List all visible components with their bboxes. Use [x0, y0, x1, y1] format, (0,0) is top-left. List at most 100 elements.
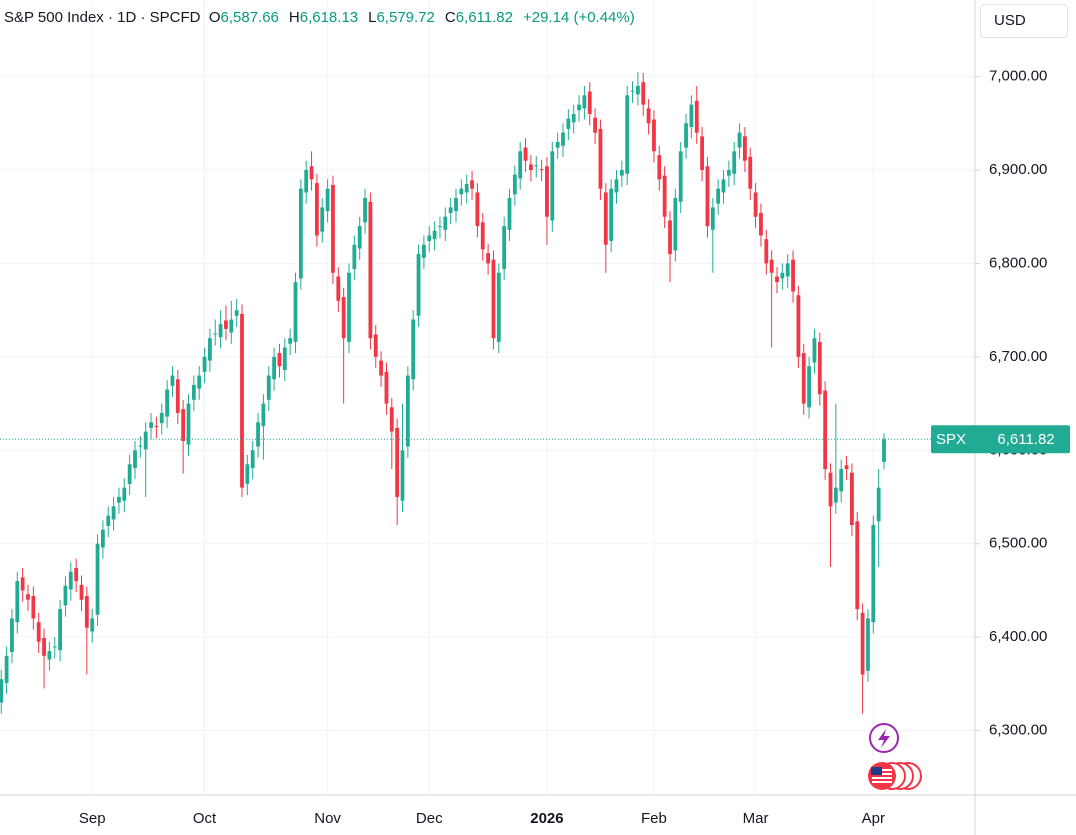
- candle-body: [593, 117, 597, 133]
- candle-body: [0, 679, 4, 703]
- candle-body: [213, 333, 218, 335]
- candle-body: [529, 164, 533, 171]
- candle-body: [726, 170, 731, 176]
- candle-body: [882, 439, 886, 462]
- candle-body: [79, 584, 84, 600]
- candle-body: [866, 618, 870, 671]
- candle-body: [298, 188, 303, 279]
- candle-body: [127, 464, 132, 484]
- candle-body: [876, 487, 881, 522]
- candle-body: [459, 188, 464, 195]
- candle-body: [555, 141, 560, 148]
- candle-body: [785, 263, 790, 277]
- candle-body: [625, 95, 630, 174]
- candle-body: [106, 515, 111, 526]
- candle-body: [571, 113, 576, 123]
- candle-body: [759, 212, 763, 236]
- y-tick-label: 6,800.00: [989, 254, 1047, 271]
- economic-events[interactable]: [868, 762, 922, 790]
- candle-body: [464, 184, 469, 193]
- candle-body: [331, 184, 335, 273]
- flag-stripe: [872, 777, 892, 779]
- candle-body: [400, 450, 405, 501]
- candle-body: [154, 425, 159, 427]
- candle-body: [373, 334, 378, 357]
- candle-body: [480, 222, 485, 250]
- candle-body: [288, 338, 293, 344]
- ohlc-label: O: [208, 9, 221, 26]
- candle-body: [405, 375, 410, 447]
- us-flag[interactable]: [868, 762, 896, 790]
- candle-body: [448, 207, 453, 213]
- price-badge: [931, 425, 1070, 454]
- candle-body: [320, 207, 325, 232]
- candle-body: [775, 276, 779, 283]
- candle-body: [694, 100, 699, 133]
- candle-body: [47, 651, 52, 660]
- x-tick-label: Oct: [193, 810, 217, 827]
- candle-body: [630, 90, 635, 92]
- candle-body: [833, 487, 838, 503]
- candle-body: [31, 596, 36, 619]
- candle-body: [577, 104, 581, 111]
- event-icon[interactable]: [869, 723, 899, 753]
- candle-body: [791, 259, 795, 292]
- badge-symbol: SPX: [936, 431, 966, 448]
- candle-body: [860, 612, 865, 675]
- candle-body: [502, 226, 507, 270]
- candle-body: [432, 230, 437, 240]
- candle-body: [475, 192, 480, 227]
- candle-body: [662, 175, 667, 217]
- candle-body: [416, 254, 421, 316]
- candle-body: [20, 577, 25, 591]
- candle-body: [341, 297, 346, 339]
- x-tick-label: Apr: [862, 810, 885, 827]
- change-value: +29.14 (+0.44%): [522, 9, 635, 26]
- candle-body: [379, 360, 383, 376]
- candle-body: [95, 543, 100, 615]
- candle-body: [454, 198, 458, 212]
- flag-canton: [871, 767, 882, 775]
- candle-body: [10, 618, 14, 653]
- candle-body: [325, 188, 330, 212]
- candle-body: [250, 450, 255, 469]
- candle-body: [336, 276, 341, 301]
- y-tick-label: 6,900.00: [989, 161, 1047, 178]
- candle-body: [769, 259, 774, 273]
- currency-button[interactable]: USD: [980, 4, 1068, 38]
- candle-body: [68, 571, 73, 590]
- ohlc-value: 6,618.13: [299, 9, 359, 26]
- ohlc-value: 6,579.72: [376, 9, 435, 26]
- x-tick-label: Nov: [314, 810, 341, 827]
- candle-body: [197, 375, 202, 389]
- candle-body: [657, 155, 662, 180]
- candle-body: [732, 151, 737, 174]
- candle-body: [101, 529, 105, 548]
- candle-body: [839, 468, 844, 492]
- candle-body: [673, 198, 678, 251]
- candle-body: [384, 371, 389, 404]
- candle-body: [684, 123, 688, 148]
- candle-body: [844, 465, 849, 469]
- candle-body: [807, 366, 811, 408]
- candle-body: [411, 319, 416, 380]
- symbol-title[interactable]: S&P 500 Index · 1D · SPCFD: [4, 9, 201, 26]
- candle-body: [700, 136, 704, 171]
- flag-stripe: [882, 769, 892, 771]
- candle-body: [427, 235, 432, 242]
- candle-body: [871, 525, 876, 623]
- ohlc-label: L: [368, 9, 377, 26]
- candle-body: [117, 496, 121, 503]
- candle-body: [218, 324, 223, 338]
- candle-body: [347, 272, 351, 342]
- x-tick-label: Dec: [416, 810, 443, 827]
- candle-body: [566, 118, 571, 129]
- ohlc-label: H: [288, 9, 300, 26]
- candle-body: [641, 82, 646, 105]
- candle-body: [496, 272, 501, 342]
- candle-body: [780, 272, 785, 279]
- candle-body: [470, 180, 474, 189]
- candle-body: [58, 609, 62, 651]
- candle-body: [245, 464, 250, 484]
